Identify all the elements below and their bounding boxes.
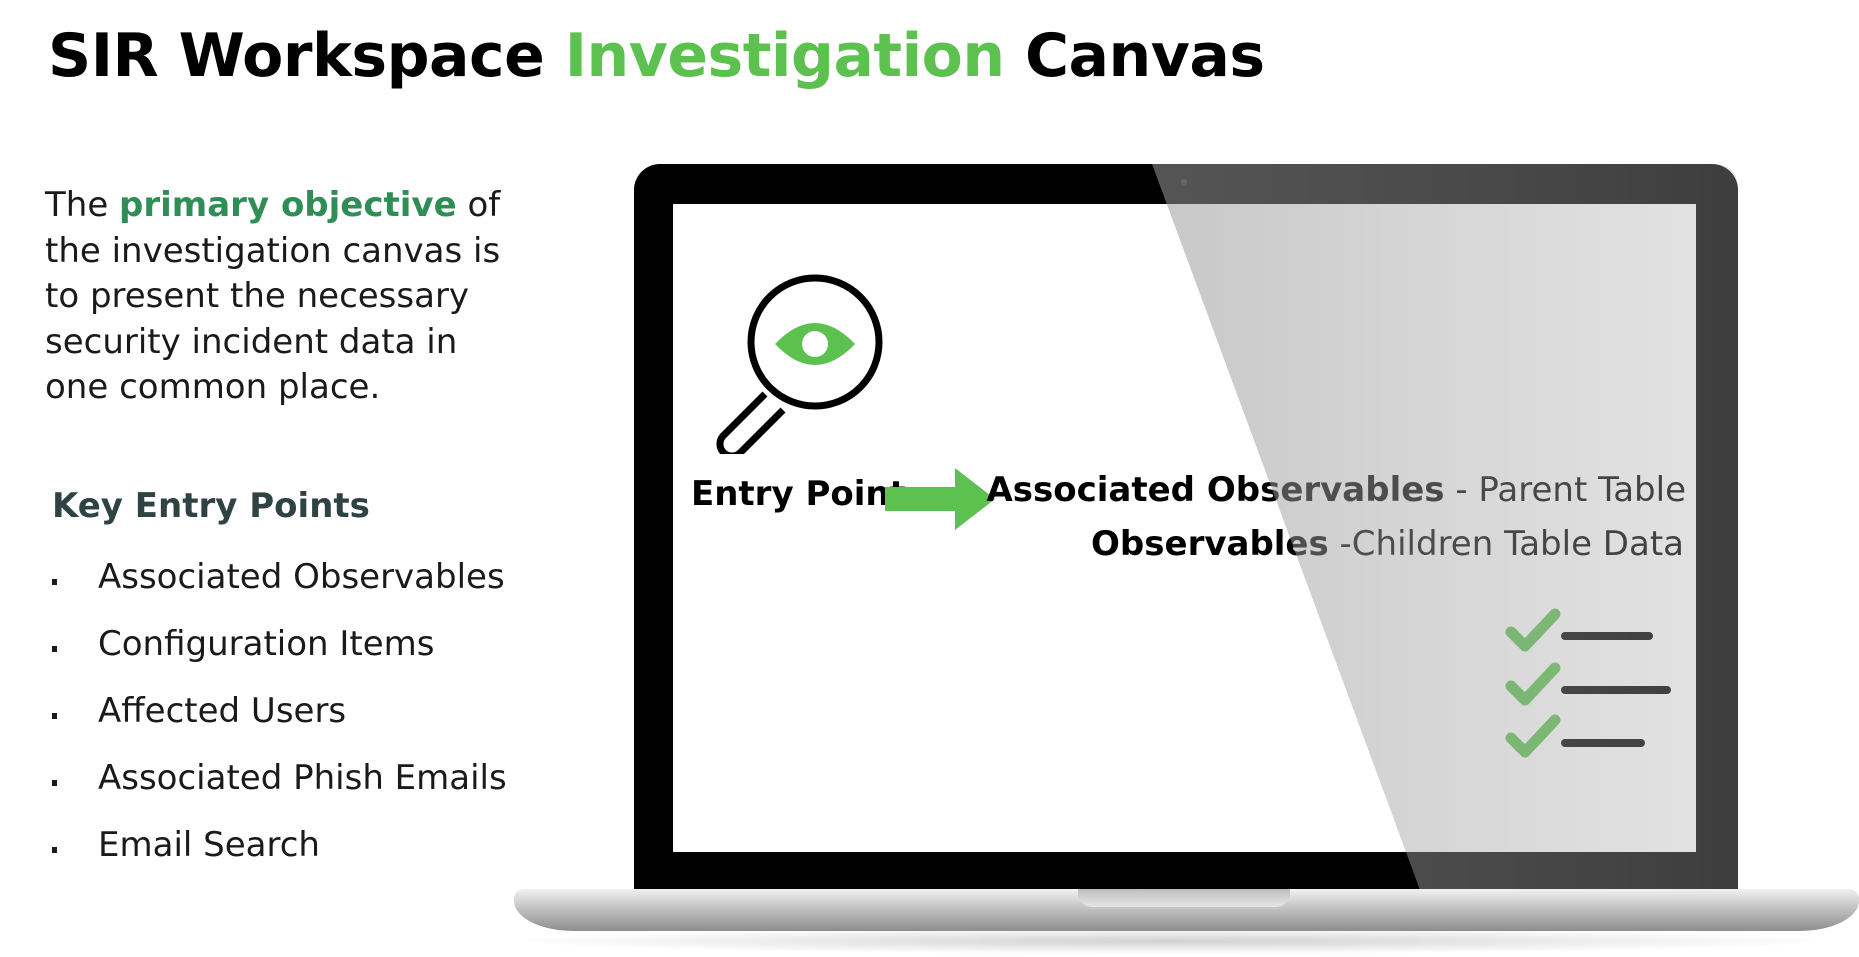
checklist-icon [1505,608,1671,758]
intro-suffix: of the investigation canvas is to presen… [45,185,501,407]
bullet-icon [52,646,57,652]
title-highlight: Investigation [564,21,1005,91]
arrow-right-icon [885,468,995,530]
laptop-shadow [500,928,1840,954]
laptop-notch [1078,889,1290,907]
bullet-icon [52,579,57,585]
intro-prefix: The [45,185,120,225]
magnifier-eye-icon [716,274,883,454]
title-part1: SIR Workspace [48,21,565,91]
bullet-icon [52,780,57,786]
observables-line: Observables -Children Table Data [1091,524,1684,564]
entry-point-label: Entry Point [691,474,906,514]
laptop-screen: Entry Point Associated Observables - Par… [673,204,1696,852]
laptop-camera [1181,179,1187,185]
intro-paragraph: The primary objective of the investigati… [45,183,515,411]
page-title: SIR Workspace Investigation Canvas [48,18,1265,94]
title-part2: Canvas [1004,21,1265,91]
intro-highlight: primary objective [119,185,457,225]
key-entry-points-heading: Key Entry Points [52,486,370,526]
bullet-icon [52,847,57,853]
bullet-icon [52,713,57,719]
associated-observables-line: Associated Observables - Parent Table [986,470,1686,510]
